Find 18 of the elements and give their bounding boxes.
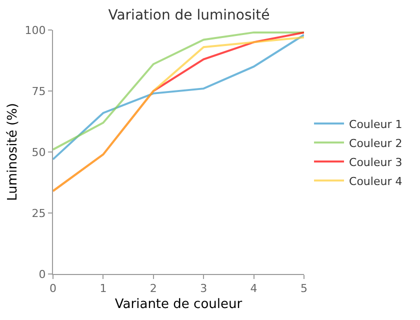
y-tick-label: 25 <box>32 206 46 220</box>
chart-title: Variation de luminosité <box>108 7 270 24</box>
y-tick-label: 50 <box>32 146 46 159</box>
y-tick-label: 75 <box>32 84 46 98</box>
y-tick-label: 0 <box>38 268 46 281</box>
x-tick-label: 0 <box>50 282 56 296</box>
legend-label: Couleur 4 <box>349 174 402 188</box>
x-tick-label: 1 <box>100 282 107 296</box>
legend-label: Couleur 2 <box>349 136 402 150</box>
x-tick-label: 2 <box>150 282 157 296</box>
x-tick-label: 5 <box>300 282 308 296</box>
y-axis-title: Luminosité (%) <box>6 103 21 201</box>
x-tick-label: 3 <box>200 282 208 296</box>
legend-label: Couleur 1 <box>349 118 402 131</box>
x-tick-label: 4 <box>250 282 258 296</box>
y-tick-label: 100 <box>24 24 46 37</box>
legend-label: Couleur 3 <box>349 156 402 169</box>
x-axis-title: Variante de couleur <box>114 296 243 312</box>
